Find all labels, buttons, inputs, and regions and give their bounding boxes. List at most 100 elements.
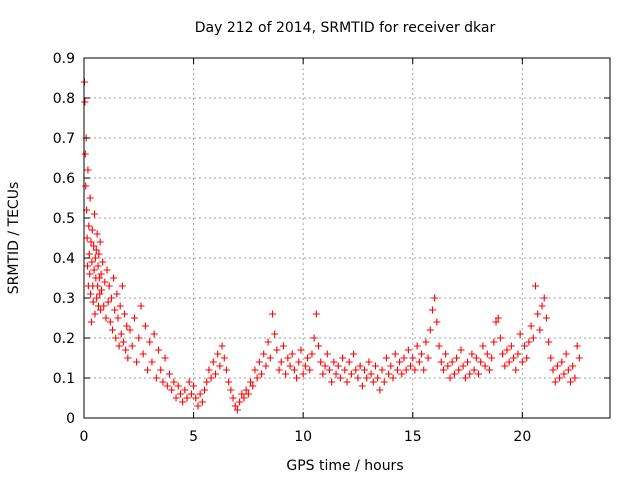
data-point (115, 342, 123, 350)
data-point (424, 354, 432, 362)
data-point (306, 366, 314, 374)
data-point (255, 358, 263, 366)
data-point (209, 358, 217, 366)
data-point (179, 398, 187, 406)
x-tick-label: 0 (80, 429, 89, 445)
data-point (122, 346, 130, 354)
data-point (84, 262, 92, 270)
data-point (352, 366, 360, 374)
data-point (464, 358, 472, 366)
data-point (499, 350, 507, 358)
data-point (354, 374, 362, 382)
data-point (387, 362, 395, 370)
data-point (350, 350, 358, 358)
data-point (233, 406, 241, 414)
data-point (286, 362, 294, 370)
data-point (549, 366, 557, 374)
data-point (106, 318, 114, 326)
data-point (363, 374, 371, 382)
data-point (367, 370, 375, 378)
data-point (459, 362, 467, 370)
data-point (339, 354, 347, 362)
data-point (172, 394, 180, 402)
data-point (409, 354, 417, 362)
data-point (81, 98, 89, 106)
data-point (310, 334, 318, 342)
data-point (334, 362, 342, 370)
data-point (413, 342, 421, 350)
data-point (83, 234, 91, 242)
data-point (201, 386, 209, 394)
data-point (398, 370, 406, 378)
data-point (315, 342, 323, 350)
data-point (470, 366, 478, 374)
data-point (428, 306, 436, 314)
data-point (242, 386, 250, 394)
data-point (111, 306, 119, 314)
y-tick-label: 0.9 (53, 51, 75, 67)
data-point (181, 386, 189, 394)
data-point (293, 374, 301, 382)
data-point (523, 354, 531, 362)
x-tick-label: 15 (404, 429, 422, 445)
data-point (260, 350, 268, 358)
data-point (380, 378, 388, 386)
data-point (220, 354, 228, 362)
data-point (343, 378, 351, 386)
data-point (87, 290, 95, 298)
data-point (371, 362, 379, 370)
data-point (277, 358, 285, 366)
data-point (567, 378, 575, 386)
data-point (538, 302, 546, 310)
data-point (97, 270, 105, 278)
y-tick-label: 0.2 (53, 331, 75, 347)
data-point (236, 398, 244, 406)
data-point (247, 378, 255, 386)
data-point (466, 370, 474, 378)
data-point (262, 362, 270, 370)
data-point (87, 238, 95, 246)
data-point (275, 366, 283, 374)
data-point (536, 326, 544, 334)
x-tick-labels: 0 5 10 15 20 (80, 429, 532, 445)
data-point (85, 250, 93, 258)
data-point (481, 362, 489, 370)
data-point (439, 366, 447, 374)
data-point (183, 394, 191, 402)
data-point (103, 266, 111, 274)
data-point (514, 350, 522, 358)
data-point (194, 402, 202, 410)
data-point (192, 394, 200, 402)
data-point (144, 366, 152, 374)
data-point (492, 318, 500, 326)
data-point (435, 342, 443, 350)
data-point (431, 294, 439, 302)
data-point (444, 362, 452, 370)
data-point (161, 354, 169, 362)
data-point (483, 350, 491, 358)
grid-lines (84, 58, 610, 418)
data-point (477, 358, 485, 366)
data-point (238, 390, 246, 398)
data-point (253, 374, 261, 382)
data-point (442, 350, 450, 358)
data-point (86, 194, 94, 202)
data-point (137, 302, 145, 310)
data-point (319, 370, 327, 378)
data-point (505, 358, 513, 366)
data-point (328, 378, 336, 386)
y-tick-label: 0.5 (53, 211, 75, 227)
data-point (130, 314, 138, 322)
data-point (81, 150, 89, 158)
data-point (461, 374, 469, 382)
data-point (141, 322, 149, 330)
data-point (244, 390, 252, 398)
data-point (569, 362, 577, 370)
data-point (133, 358, 141, 366)
data-point (448, 358, 456, 366)
data-point (89, 298, 97, 306)
data-point (562, 350, 570, 358)
data-point (231, 402, 239, 410)
data-point (93, 230, 101, 238)
